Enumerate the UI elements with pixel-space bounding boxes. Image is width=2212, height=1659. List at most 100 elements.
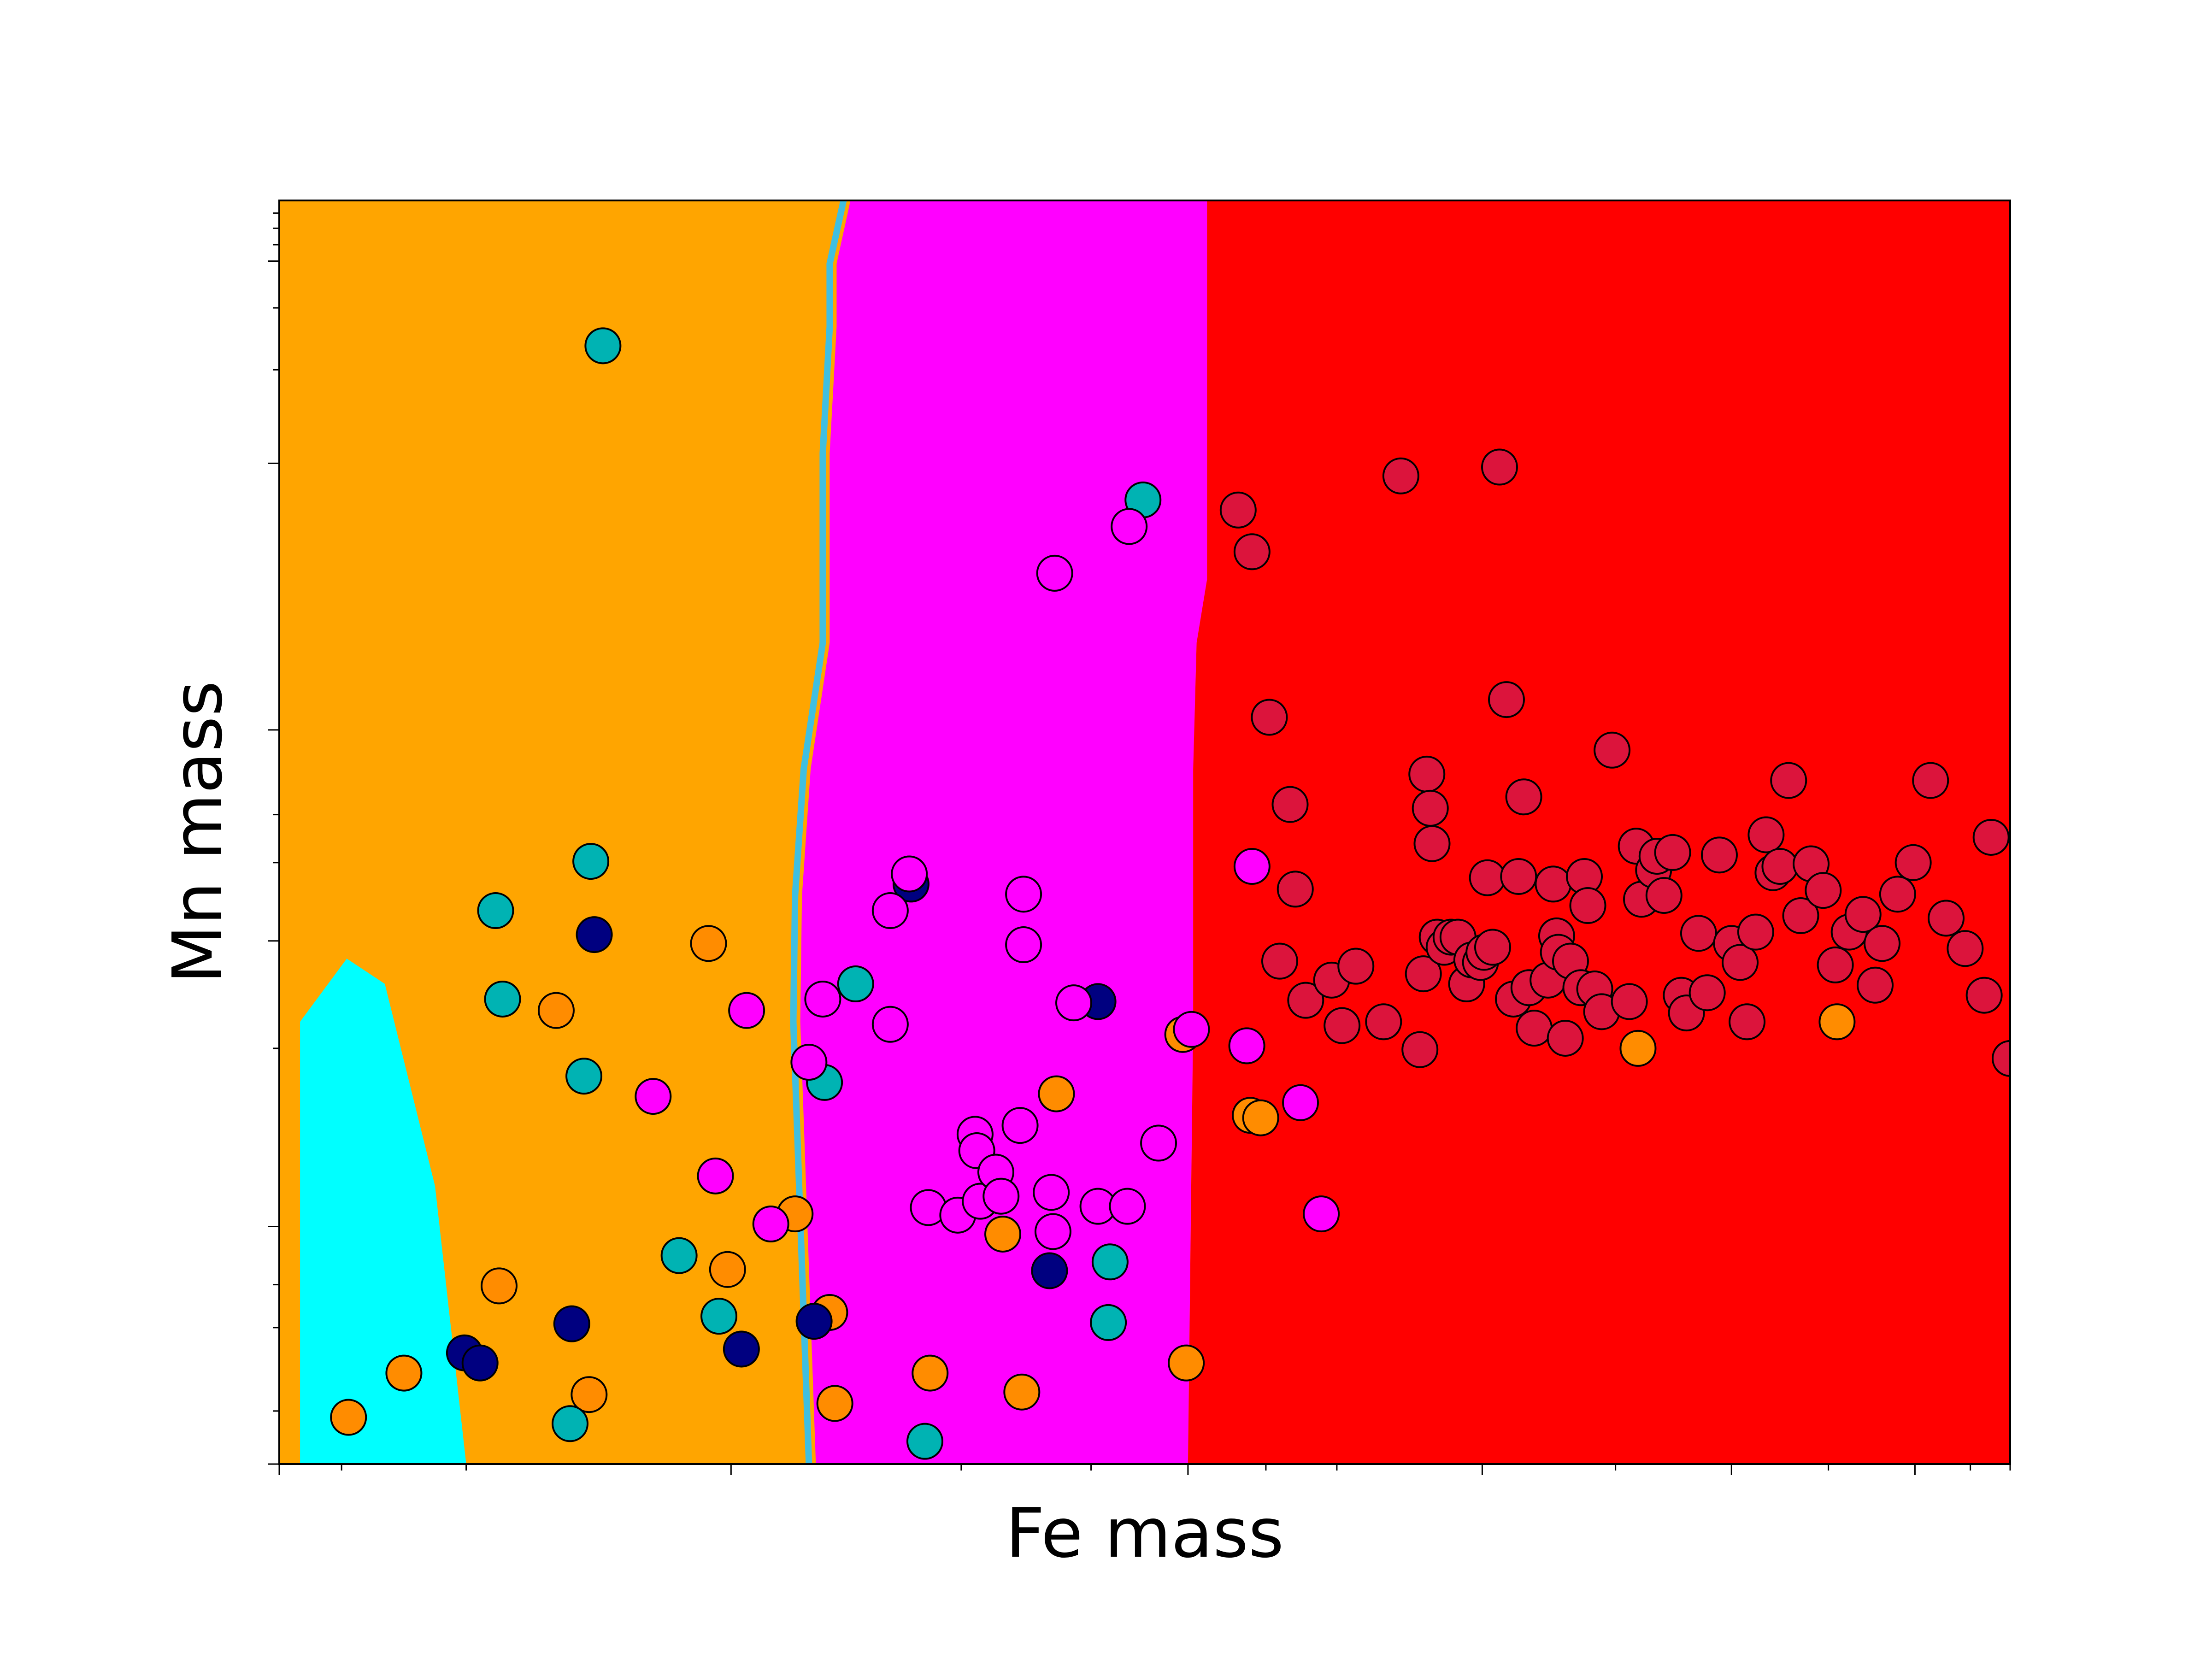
data-point xyxy=(1619,1030,1657,1067)
data-point xyxy=(1271,786,1309,823)
data-point xyxy=(1168,1344,1205,1382)
data-point xyxy=(572,843,610,880)
data-point xyxy=(1228,1027,1265,1065)
data-point xyxy=(1547,1019,1584,1057)
data-point xyxy=(481,1267,518,1305)
plot-frame xyxy=(278,200,2011,1465)
data-point xyxy=(1140,1124,1177,1162)
data-point xyxy=(816,1385,853,1422)
region-boundary-line xyxy=(790,200,847,1464)
data-point xyxy=(1818,1003,1856,1041)
data-point xyxy=(1947,930,1984,967)
y-axis-label: Mn mass xyxy=(158,681,237,984)
x-axis-label: Fe mass xyxy=(1006,1494,1284,1573)
data-point xyxy=(752,1206,789,1243)
data-point xyxy=(1412,789,1449,827)
data-point xyxy=(1611,983,1648,1020)
data-point xyxy=(1500,858,1537,895)
data-point xyxy=(537,992,575,1029)
data-point xyxy=(1928,900,1965,937)
data-point xyxy=(697,1157,734,1194)
data-point xyxy=(635,1078,672,1115)
region-magenta xyxy=(800,200,1207,1464)
data-point xyxy=(1569,887,1606,924)
data-point xyxy=(660,1237,698,1274)
data-point xyxy=(1805,872,1842,909)
data-point xyxy=(728,992,765,1029)
data-point xyxy=(1173,1011,1210,1048)
data-point xyxy=(565,1058,603,1095)
data-point xyxy=(1857,966,1894,1004)
data-point xyxy=(1680,915,1717,952)
data-point xyxy=(700,1298,738,1335)
data-point xyxy=(871,1006,909,1043)
data-point xyxy=(709,1251,746,1288)
data-point xyxy=(1038,1075,1075,1112)
data-point xyxy=(1594,731,1631,769)
data-point xyxy=(1535,865,1572,903)
data-point xyxy=(1303,1195,1340,1233)
data-point xyxy=(1817,946,1854,983)
data-point xyxy=(1282,1084,1319,1121)
data-point xyxy=(477,892,514,930)
scatter-points xyxy=(330,327,2010,1460)
region-cyan xyxy=(300,959,466,1464)
data-point xyxy=(1055,984,1093,1022)
data-point xyxy=(1382,457,1419,494)
data-point xyxy=(1408,755,1446,793)
data-point xyxy=(1700,836,1738,874)
data-point xyxy=(1992,1040,2010,1077)
data-point xyxy=(1251,699,1288,736)
data-point xyxy=(552,1405,589,1442)
data-point xyxy=(1761,848,1799,885)
data-point xyxy=(690,925,727,962)
data-point xyxy=(461,1344,499,1382)
data-point xyxy=(1287,982,1324,1019)
data-point xyxy=(1233,848,1271,885)
data-point xyxy=(871,892,909,930)
data-point xyxy=(1337,947,1375,985)
data-point xyxy=(1036,554,1073,592)
data-point xyxy=(1005,926,1042,964)
data-point xyxy=(1688,974,1726,1012)
data-point xyxy=(1001,1107,1039,1144)
data-point xyxy=(1005,876,1042,913)
data-point xyxy=(1645,877,1683,914)
data-point xyxy=(790,1044,828,1081)
data-point xyxy=(1782,897,1819,934)
data-point xyxy=(576,916,613,953)
data-point xyxy=(330,1399,367,1436)
decision-regions xyxy=(279,200,2010,1464)
data-point xyxy=(891,855,928,893)
data-point xyxy=(1242,1099,1279,1136)
data-point xyxy=(584,327,622,365)
data-point xyxy=(1365,1003,1402,1041)
data-point xyxy=(1488,681,1525,718)
data-point xyxy=(1003,1373,1041,1411)
data-point xyxy=(1219,491,1257,529)
region-red xyxy=(1188,200,2010,1464)
data-point xyxy=(1324,1007,1361,1044)
data-point xyxy=(1405,955,1442,993)
data-point xyxy=(1261,942,1298,980)
data-point xyxy=(723,1330,760,1368)
data-point xyxy=(484,980,521,1018)
data-point xyxy=(1737,913,1774,951)
data-point xyxy=(1965,977,2003,1014)
data-point xyxy=(1474,929,1511,966)
data-point xyxy=(1233,533,1271,571)
data-point xyxy=(1031,1252,1068,1289)
data-point xyxy=(795,1303,833,1340)
data-point xyxy=(1033,1174,1070,1211)
data-point xyxy=(1516,1010,1553,1047)
data-point xyxy=(1413,825,1451,862)
data-point xyxy=(1091,1243,1129,1281)
data-point xyxy=(804,980,841,1018)
data-point xyxy=(1972,818,2010,856)
data-point xyxy=(1879,876,1916,913)
data-point xyxy=(1844,896,1882,933)
data-point xyxy=(1729,1003,1766,1041)
axis-ticks xyxy=(268,212,2011,1475)
data-point xyxy=(1912,762,1949,799)
